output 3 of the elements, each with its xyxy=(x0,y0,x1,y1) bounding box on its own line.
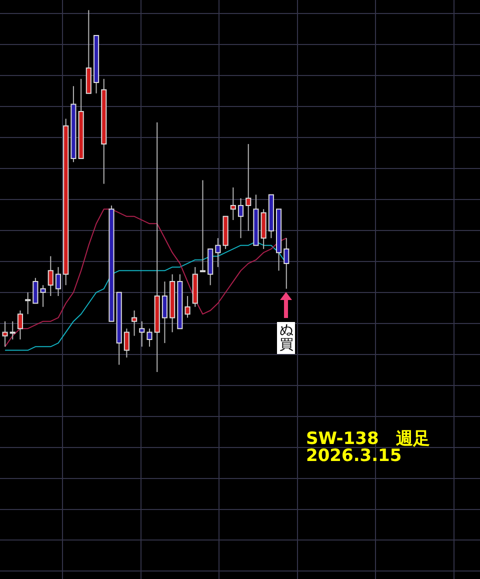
annotation: ぬ買 xyxy=(277,322,296,354)
text: SW-138 週足 xyxy=(306,428,430,449)
text: 2026.3.15 xyxy=(306,446,402,466)
